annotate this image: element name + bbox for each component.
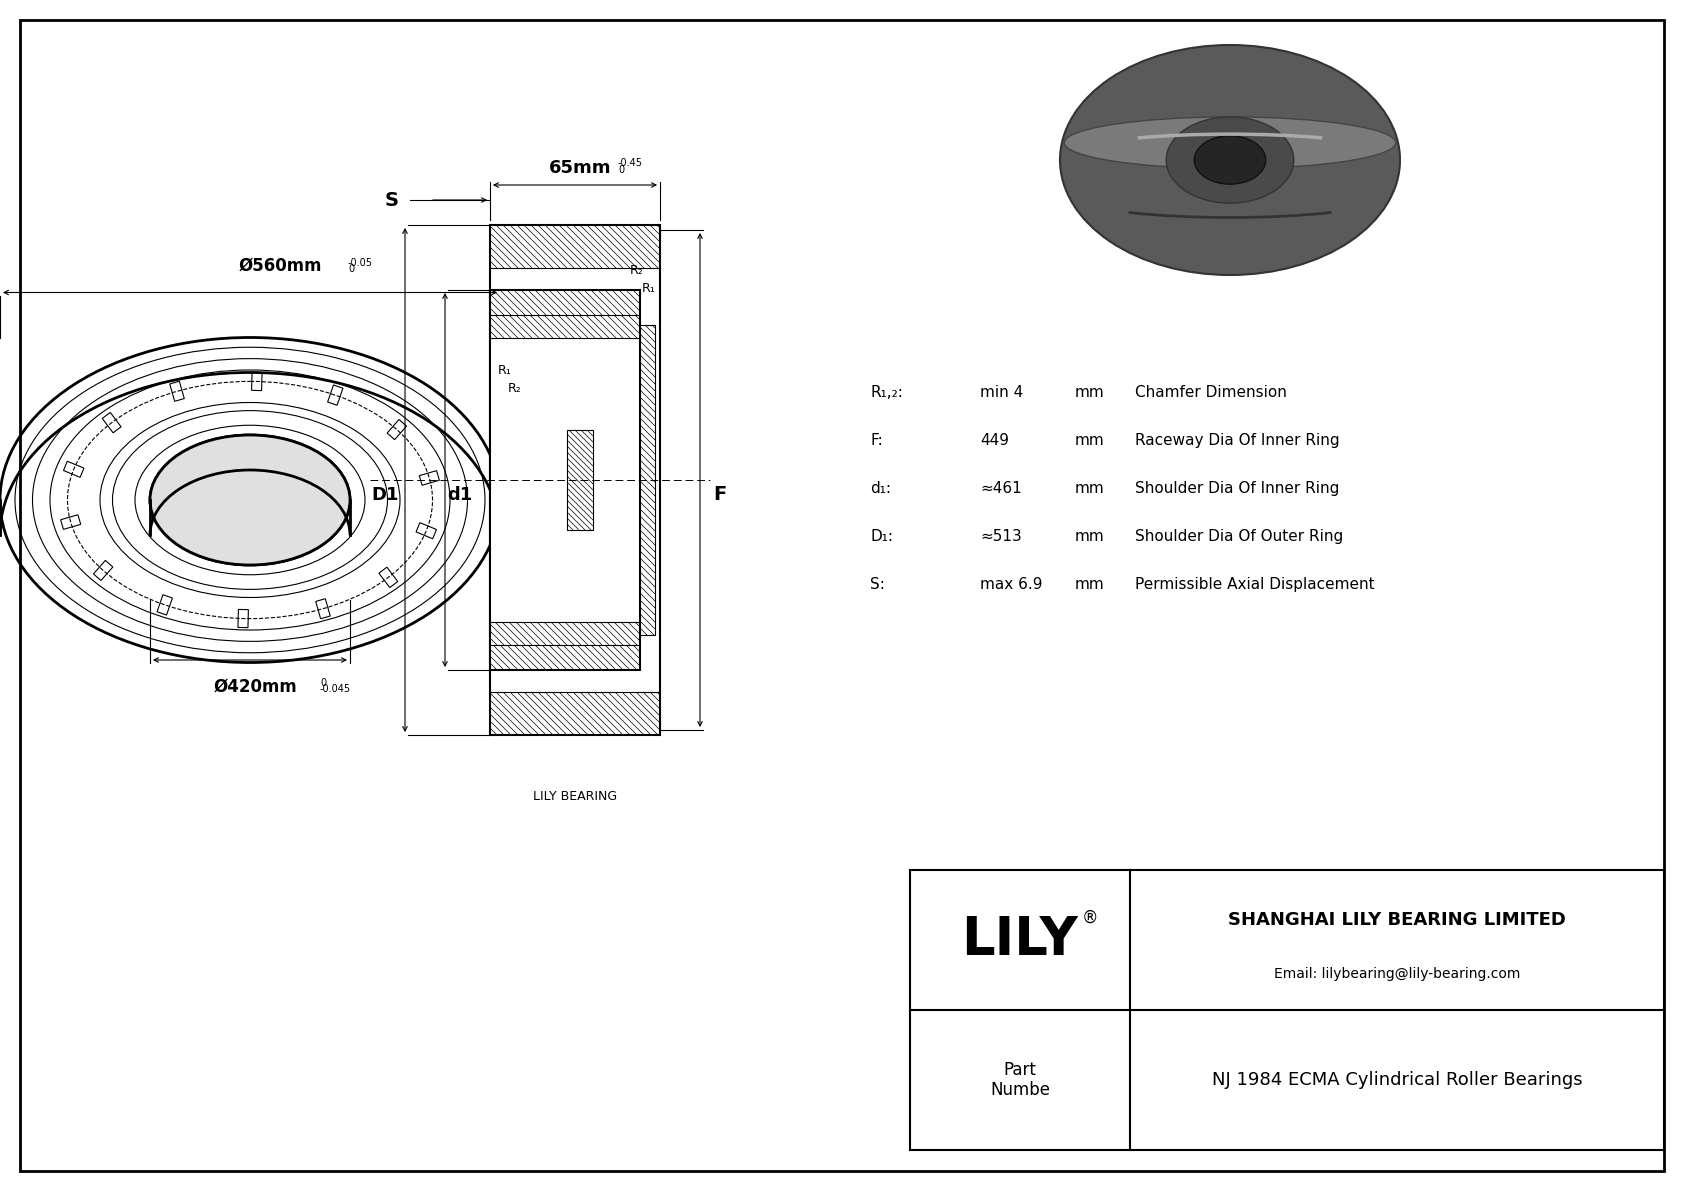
Text: mm: mm <box>1074 385 1105 400</box>
Text: R₁: R₁ <box>642 281 655 294</box>
Bar <box>490 289 640 671</box>
Text: d1: d1 <box>448 486 473 504</box>
Text: SHANGHAI LILY BEARING LIMITED: SHANGHAI LILY BEARING LIMITED <box>1228 911 1566 929</box>
Text: mm: mm <box>1074 529 1105 544</box>
Text: S:: S: <box>871 576 884 592</box>
Text: -0.045: -0.045 <box>320 684 352 694</box>
Text: R₁: R₁ <box>498 363 512 376</box>
Text: 449: 449 <box>980 434 1009 448</box>
Bar <box>909 869 1664 1151</box>
Text: Permissible Axial Displacement: Permissible Axial Displacement <box>1135 576 1374 592</box>
Ellipse shape <box>150 435 350 565</box>
Text: Email: lilybearing@lily-bearing.com: Email: lilybearing@lily-bearing.com <box>1273 967 1521 980</box>
Ellipse shape <box>1064 117 1396 169</box>
Text: F: F <box>714 486 726 505</box>
Text: 65mm: 65mm <box>549 160 611 177</box>
Bar <box>568 430 593 530</box>
Text: Part
Numbe: Part Numbe <box>990 1061 1051 1099</box>
Text: D₁:: D₁: <box>871 529 893 544</box>
Text: ≈461: ≈461 <box>980 481 1022 495</box>
Text: LILY BEARING: LILY BEARING <box>532 790 616 803</box>
Text: NJ 1984 ECMA Cylindrical Roller Bearings: NJ 1984 ECMA Cylindrical Roller Bearings <box>1212 1071 1583 1089</box>
Text: 0: 0 <box>618 166 625 175</box>
Text: R₁,₂:: R₁,₂: <box>871 385 903 400</box>
Text: R₂: R₂ <box>509 381 522 394</box>
Text: -0.05: -0.05 <box>349 258 372 268</box>
Text: ®: ® <box>1083 909 1098 927</box>
Text: Chamfer Dimension: Chamfer Dimension <box>1135 385 1287 400</box>
Text: 0: 0 <box>349 264 354 274</box>
Text: Ø420mm: Ø420mm <box>214 678 296 696</box>
Text: Ø560mm: Ø560mm <box>237 256 322 274</box>
Text: mm: mm <box>1074 434 1105 448</box>
Bar <box>490 225 660 735</box>
Text: Shoulder Dia Of Outer Ring: Shoulder Dia Of Outer Ring <box>1135 529 1344 544</box>
Text: mm: mm <box>1074 576 1105 592</box>
Ellipse shape <box>1059 45 1399 275</box>
Text: mm: mm <box>1074 481 1105 495</box>
Ellipse shape <box>1167 117 1293 204</box>
Text: Shoulder Dia Of Inner Ring: Shoulder Dia Of Inner Ring <box>1135 481 1339 495</box>
Text: R₂: R₂ <box>630 263 643 276</box>
Ellipse shape <box>1194 136 1266 185</box>
Text: min 4: min 4 <box>980 385 1024 400</box>
Text: max 6.9: max 6.9 <box>980 576 1042 592</box>
Text: Raceway Dia Of Inner Ring: Raceway Dia Of Inner Ring <box>1135 434 1340 448</box>
Bar <box>640 325 655 635</box>
Text: S: S <box>386 191 399 210</box>
Text: 0: 0 <box>320 678 327 688</box>
Text: LILY: LILY <box>962 913 1078 966</box>
Text: ≈513: ≈513 <box>980 529 1022 544</box>
Text: D1: D1 <box>370 486 399 504</box>
Text: F:: F: <box>871 434 882 448</box>
Text: -0.45: -0.45 <box>618 158 643 168</box>
Text: d₁:: d₁: <box>871 481 891 495</box>
